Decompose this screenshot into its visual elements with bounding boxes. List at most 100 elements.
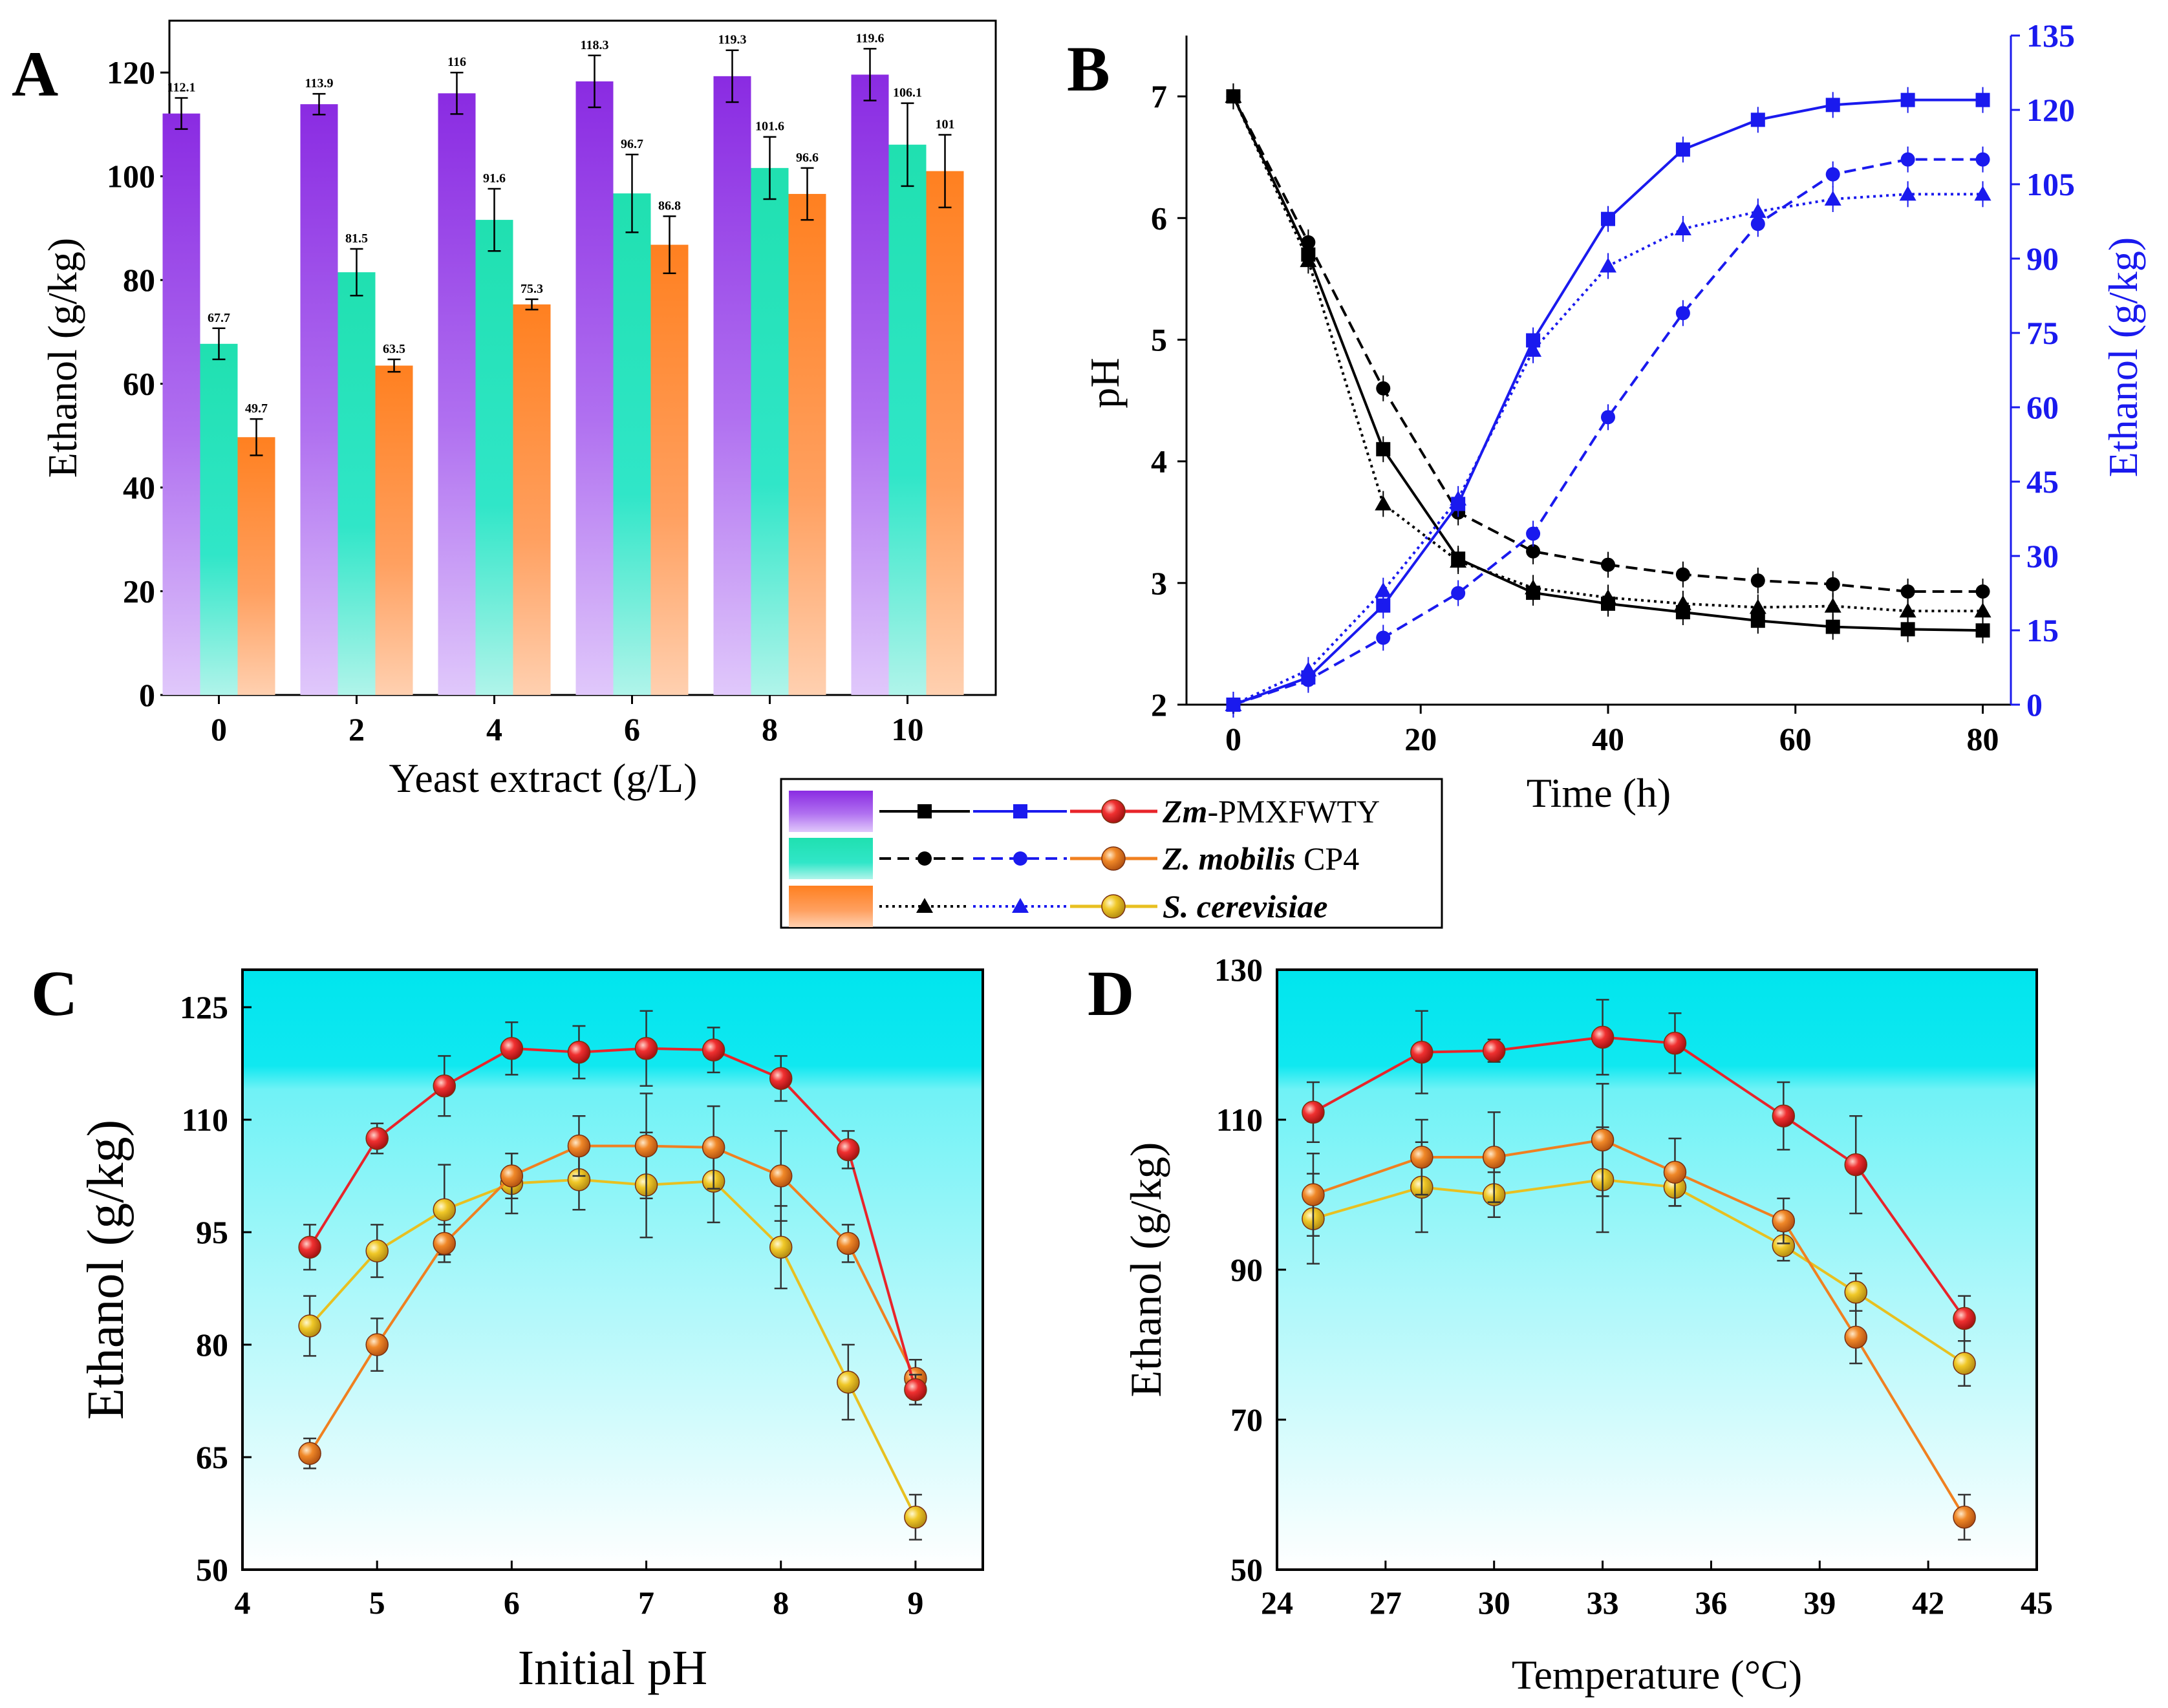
x-tick-label: 0 [211,711,227,747]
data-point [1410,1040,1433,1064]
data-point [1953,1352,1976,1375]
y-tick-label: 80 [196,1327,228,1363]
bar [438,93,476,696]
y-tick-label: 5 [1151,321,1167,358]
data-label: 49.7 [245,401,268,416]
ethanol-point [1674,220,1691,235]
ethanol-point [1975,152,1990,167]
ph-point [1600,557,1615,572]
ph-point [1225,88,1242,103]
bar [162,113,200,695]
data-label: 113.9 [305,76,334,91]
y2-tick-label: 45 [2026,464,2059,500]
ethanol-point [1824,191,1841,206]
ethanol-point [1526,526,1541,541]
y-tick-label: 4 [1151,443,1167,480]
y2-tick-label: 15 [2026,612,2059,648]
data-label: 106.1 [893,86,922,100]
bar [788,193,826,695]
bar [375,365,413,695]
x-axis-label: Yeast extract (g/L) [389,755,698,801]
y2-axis-label: Ethanol (g/kg) [2100,237,2146,477]
ethanol-point [1974,186,1991,201]
ethanol-point [1825,167,1840,182]
bar [475,220,513,695]
y2-tick-label: 120 [2026,92,2075,128]
legend-label-rest: CP4 [1296,840,1360,877]
y-tick-label: 2 [1151,687,1167,723]
ph-point [1900,584,1915,599]
y-tick-label: 130 [1214,952,1263,988]
y-axis-label: Ethanol (g/kg) [1121,1142,1170,1398]
x-tick-label: 8 [762,711,778,747]
series-line [308,1144,917,1455]
data-label: 116 [447,55,466,69]
data-point [702,1038,725,1062]
x-tick-label: 45 [2021,1585,2053,1621]
ethanol-point [1225,696,1242,711]
y2-tick-label: 75 [2026,315,2059,351]
x-tick-label: 30 [1478,1585,1510,1621]
bar [300,104,338,696]
ph-point [1899,603,1916,618]
ethanol-point [1749,203,1766,219]
bar [851,74,889,695]
ph-point [1301,235,1316,250]
x-tick-label: 4 [235,1585,251,1621]
x-tick-label: 4 [486,711,502,747]
y-tick-label: 50 [196,1552,228,1588]
data-point [1591,1128,1615,1152]
x-tick-label: 6 [624,711,640,747]
panel-a: A 0 20 40 60 80 100 120 0 112.1 67.7 49.7 2 113.9 81.5… [12,19,997,801]
ph-point [1975,623,1990,638]
y2-tick-label: 0 [2026,687,2043,723]
ph-point [1376,381,1391,396]
data-point [365,1127,389,1150]
ph-point [1749,599,1766,614]
x-tick-label: 0 [1225,721,1241,757]
data-point [904,1378,927,1402]
data-point [1482,1039,1506,1063]
y-tick-label: 110 [182,1102,228,1138]
data-point [365,1333,389,1356]
y2-tick-label: 90 [2026,240,2059,277]
data-point [433,1198,456,1221]
x-axis-label: Time (h) [1527,770,1671,816]
data-point [500,1164,524,1188]
panel-b: B0 20 40 60 802345670153045607590105120135Ti… [1067,17,2146,816]
data-label: 96.6 [796,151,819,165]
data-point [298,1235,321,1259]
ethanol-point [1376,598,1391,613]
legend-label: Z. mobilis CP4 [1162,840,1359,877]
y2-tick-label: 60 [2026,389,2059,425]
bar [613,193,651,695]
x-tick-label: 42 [1912,1585,1944,1621]
ethanol-point [1599,257,1616,273]
x-tick-label: 36 [1695,1585,1727,1621]
legend-label-italic: Zm [1162,793,1207,829]
x-tick-label: 24 [1261,1585,1293,1621]
ethanol-point [1675,306,1690,321]
bar [713,76,751,695]
x-tick-label: 39 [1803,1585,1836,1621]
data-point [1663,1031,1687,1055]
ph-point [1824,597,1841,613]
bar [575,81,614,696]
data-label: 119.3 [718,33,747,47]
ethanol-point [1899,186,1916,201]
ethanol-point [1525,341,1542,357]
legend: Zm-PMXFWTY Z. mobilis CP4 S. cerevisiae [780,778,1443,929]
y-tick-label: 80 [123,262,155,298]
data-point [837,1138,860,1162]
data-point [1410,1146,1433,1169]
data-point [1591,1025,1615,1049]
data-point [769,1235,793,1259]
data-point [567,1134,591,1158]
data-point [837,1232,860,1255]
ph-point [1750,614,1765,628]
x-tick-label: 80 [1967,721,1999,757]
y-tick-label: 90 [1230,1252,1263,1288]
data-point [1844,1325,1867,1349]
data-point [1772,1104,1796,1127]
